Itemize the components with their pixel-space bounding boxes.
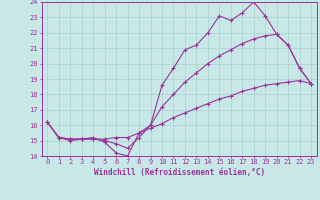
- X-axis label: Windchill (Refroidissement éolien,°C): Windchill (Refroidissement éolien,°C): [94, 168, 265, 177]
